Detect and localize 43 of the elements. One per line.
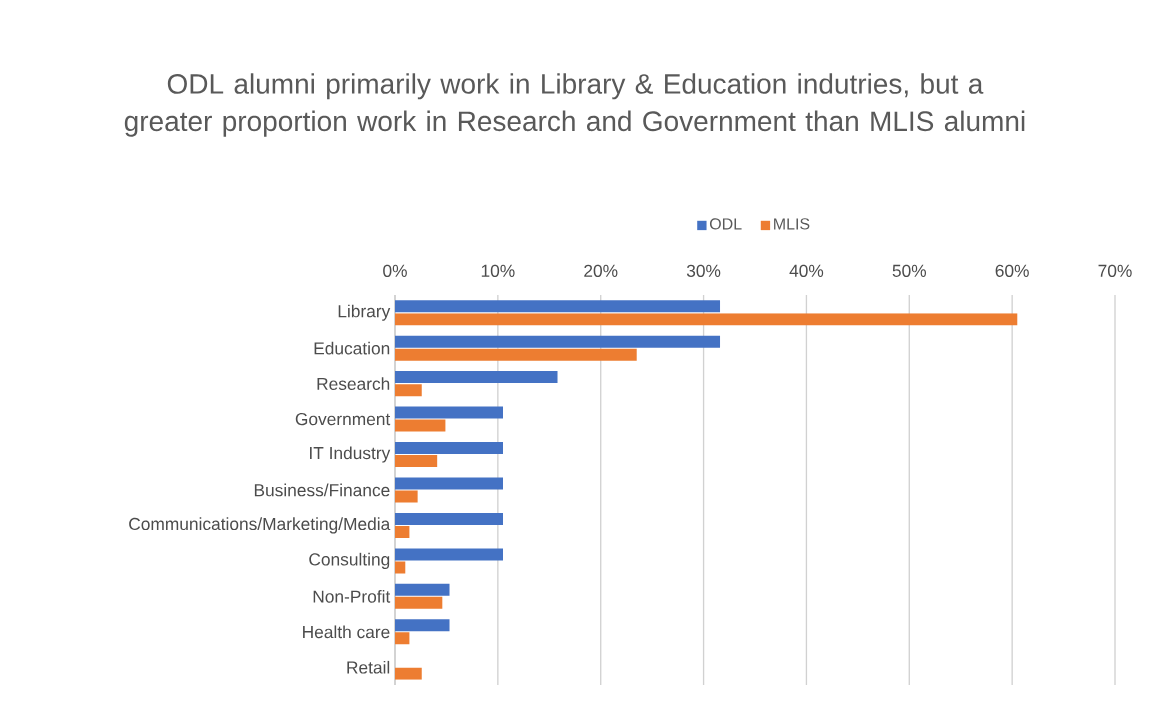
bar	[395, 490, 418, 503]
bar	[395, 667, 422, 680]
bar	[395, 419, 446, 432]
bar	[395, 384, 422, 397]
y-tick-label: Government	[295, 412, 391, 426]
x-tick-label: 20%	[584, 264, 618, 277]
bar	[395, 596, 443, 609]
bar	[395, 583, 450, 596]
x-tick-label: 40%	[789, 264, 824, 277]
y-tick-label: Communications/Marketing/Media	[129, 517, 391, 534]
bar	[395, 477, 503, 490]
bar	[395, 406, 503, 419]
x-tick-label: 50%	[892, 264, 927, 277]
y-tick-label: Business/Finance	[254, 483, 390, 497]
bar	[395, 335, 721, 348]
bar	[395, 442, 503, 455]
x-tick-label: 60%	[995, 264, 1029, 277]
x-tick-label: 10%	[481, 264, 515, 277]
y-tick-label: Consulting	[309, 552, 390, 569]
bar	[395, 548, 503, 561]
bar	[395, 619, 450, 632]
bar	[395, 455, 438, 468]
bar	[395, 313, 1018, 326]
y-tick-label: Health care	[303, 625, 390, 639]
chart-title: ODL alumni primarily work in Library & Education indutries, but a greater proportion work in Research and Government than MLIS alumni	[124, 73, 1025, 137]
x-tick-label: 0%	[383, 264, 407, 277]
x-tick-label: 70%	[1098, 264, 1132, 277]
bar	[395, 525, 410, 538]
legend-label: ODL	[709, 218, 742, 230]
y-tick-label: Retail	[347, 660, 390, 674]
bar	[395, 348, 637, 361]
y-tick-label: IT Industry	[310, 446, 391, 463]
bar	[395, 512, 503, 525]
bar	[395, 632, 410, 645]
y-tick-label: Library	[338, 304, 391, 321]
y-tick-label: Non-Profit	[313, 589, 391, 603]
x-tick-label: 30%	[686, 264, 721, 277]
bar	[395, 561, 406, 574]
y-tick-label: Education	[314, 341, 390, 355]
y-tick-label: Research	[317, 377, 390, 390]
legend-label: MLIS	[774, 218, 810, 230]
bar	[395, 300, 721, 313]
bar	[395, 371, 558, 384]
